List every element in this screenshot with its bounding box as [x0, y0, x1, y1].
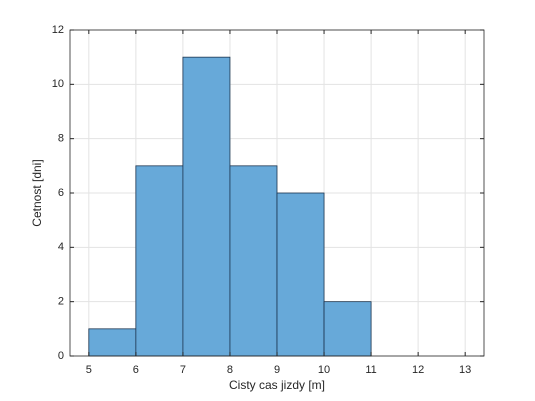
- x-tick-label: 8: [227, 364, 233, 376]
- bar: [135, 165, 184, 357]
- bar: [229, 165, 278, 357]
- bar: [182, 56, 231, 357]
- y-tick-label: 8: [58, 133, 64, 145]
- y-tick-label: 4: [58, 241, 64, 253]
- x-tick-label: 12: [412, 364, 424, 376]
- x-tick-label: 6: [133, 364, 139, 376]
- x-tick-label: 7: [180, 364, 186, 376]
- y-tick-label: 10: [52, 78, 64, 90]
- y-tick-label: 0: [58, 350, 64, 362]
- bar: [323, 301, 372, 357]
- y-axis-label: Cetnost [dni]: [30, 159, 44, 226]
- bar: [88, 328, 137, 357]
- x-axis-label: Cisty cas jizdy [m]: [229, 378, 325, 392]
- x-tick-label: 13: [459, 364, 471, 376]
- y-tick-label: 6: [58, 187, 64, 199]
- x-tick-label: 11: [365, 364, 376, 376]
- x-tick-label: 9: [274, 364, 280, 376]
- x-tick-label: 5: [86, 364, 92, 376]
- y-tick-label: 2: [58, 296, 64, 308]
- x-tick-label: 10: [318, 364, 330, 376]
- plot-area: 5 6 7 8 9 10 11 12 13 0 2 4 6 8 10 12: [52, 24, 485, 376]
- bar: [276, 192, 325, 357]
- y-tick-label: 12: [52, 24, 64, 36]
